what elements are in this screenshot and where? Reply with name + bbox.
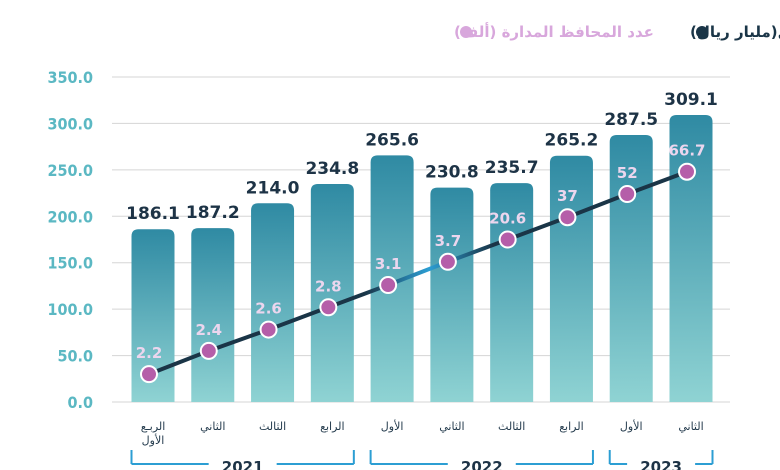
x-tick-label: الثاني [439, 420, 464, 433]
portfolio-value-label: 2.6 [255, 300, 282, 318]
portfolio-point [259, 320, 278, 339]
x-tick-label: الثالث [259, 420, 286, 433]
bar [430, 187, 474, 402]
portfolio-line-path [147, 169, 689, 377]
bars [131, 114, 713, 403]
portfolio-point [379, 276, 398, 294]
portfolio-value-label: 3.1 [375, 255, 402, 273]
bar-value-label: 230.8 [425, 163, 479, 183]
legend: قيم الأصول(مليار ريال) عدد المحافظ المدا… [454, 22, 780, 41]
portfolio-point [319, 298, 338, 317]
bar [310, 183, 354, 402]
x-tick-label: الثاني [678, 420, 703, 433]
portfolio-value-label: 2.2 [136, 344, 163, 362]
bar [669, 114, 713, 402]
bar-value-label: 234.8 [305, 159, 359, 179]
y-tick-label: 250.0 [47, 161, 93, 180]
year-label: 2021 [222, 458, 264, 470]
y-tick-label: 300.0 [47, 114, 93, 133]
y-tick-label: 0.0 [68, 393, 94, 412]
portfolio-point [498, 230, 517, 249]
x-tick-label: الرابع [320, 420, 344, 433]
bar-value-label: 186.1 [126, 204, 180, 224]
x-tick-label: الثالث [498, 420, 525, 433]
portfolio-value-label: 37 [557, 187, 578, 205]
portfolio-point [618, 185, 637, 203]
portfolio-value-label: 20.6 [489, 210, 526, 228]
y-tick-label: 50.0 [57, 347, 93, 366]
portfolio-value-label: 52 [617, 164, 638, 182]
x-tick-label-line2: الأول [142, 433, 165, 447]
portfolio-point [438, 252, 457, 271]
y-tick-label: 150.0 [47, 254, 93, 273]
portfolio-point [140, 365, 158, 384]
year-label: 2022 [461, 458, 503, 470]
x-tick-label: الثاني [200, 420, 225, 433]
x-tick-label: الرابع [559, 420, 583, 433]
bar-value-label: 235.7 [485, 158, 539, 178]
portfolio-value-label: 2.4 [195, 321, 222, 339]
y-tick-label: 200.0 [47, 207, 93, 226]
bar [251, 203, 295, 402]
x-tick-label: الربـع [141, 420, 166, 433]
y-axis-ticks: 0.0 50.0 100.0 150.0 200.0 250.0 300.0 350.0 [47, 68, 93, 412]
x-tick-label: الأول [381, 419, 404, 433]
year-label: 2023 [640, 458, 682, 470]
portfolio-point [558, 208, 577, 227]
bar-value-label: 265.2 [545, 131, 599, 151]
x-tick-label: الأول [620, 419, 643, 433]
bar [609, 135, 653, 403]
bar-value-label: 265.6 [365, 130, 419, 150]
year-groups: 2021 2022 2023 [130, 450, 714, 470]
legend-portfolios-marker [460, 26, 472, 38]
portfolio-value-label: 3.7 [435, 232, 462, 250]
portfolio-point [678, 162, 696, 181]
legend-assets-label: قيم الأصول(مليار ريال) [690, 23, 780, 41]
bar-value-label: 187.2 [186, 203, 240, 223]
portfolio-line: 2.2 2.4 2.6 2.8 3.1 3.7 20.6 37 52 66.7 [136, 142, 706, 384]
portfolio-value-label: 66.7 [668, 142, 705, 160]
y-tick-label: 100.0 [47, 300, 93, 319]
bar-value-label: 287.5 [604, 110, 658, 130]
portfolio-point [199, 341, 218, 360]
y-tick-label: 350.0 [47, 68, 93, 87]
legend-portfolios-label: عدد المحافظ المدارة (ألف) [454, 22, 654, 41]
bar [191, 228, 235, 402]
legend-assets-marker [696, 26, 708, 38]
bar [131, 229, 175, 402]
portfolio-value-label: 2.8 [315, 277, 342, 295]
bar-value-label: 309.1 [664, 90, 718, 110]
bar-value-label: 214.0 [246, 178, 300, 198]
